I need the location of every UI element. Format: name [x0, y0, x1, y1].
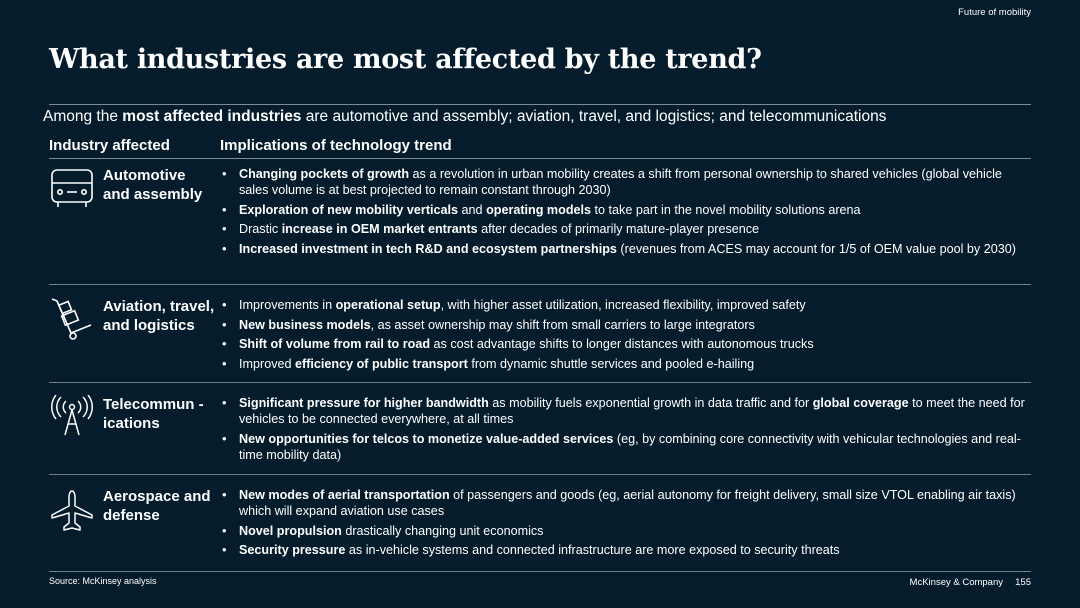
- row-divider: [49, 571, 1031, 572]
- row-divider: [49, 474, 1031, 475]
- subtitle-emphasis: most affected industries: [122, 108, 302, 125]
- column-header-implications: Implications of technology trend: [220, 137, 452, 154]
- implication-bullet: Shift of volume from rail to road as cos…: [220, 336, 1031, 352]
- airplane-icon: [49, 489, 95, 533]
- company-name: McKinsey & Company: [909, 577, 1003, 588]
- subtitle-text-end: are automotive and assembly; aviation, t…: [301, 108, 887, 125]
- implications-list: New modes of aerial transportation of pa…: [220, 487, 1031, 562]
- implications-list: Improvements in operational setup, with …: [220, 297, 1031, 375]
- table-row: Automotive and assembly Changing pockets…: [49, 166, 1031, 278]
- column-header-industry: Industry affected: [49, 137, 170, 154]
- hand-truck-icon: [49, 297, 95, 341]
- subtitle-text: Among the: [43, 108, 123, 125]
- implication-bullet: New modes of aerial transportation of pa…: [220, 487, 1031, 519]
- table-row: Telecommun -ications Significant pressur…: [49, 394, 1031, 467]
- section-tag: Future of mobility: [958, 7, 1031, 18]
- implication-bullet: Significant pressure for higher bandwidt…: [220, 395, 1031, 427]
- implication-bullet: Increased investment in tech R&D and eco…: [220, 241, 1031, 257]
- implication-bullet: Security pressure as in-vehicle systems …: [220, 542, 1031, 558]
- car-icon: [49, 166, 95, 210]
- implication-bullet: New business models, as asset ownership …: [220, 317, 1031, 333]
- implications-list: Significant pressure for higher bandwidt…: [220, 395, 1031, 466]
- subtitle: Among the most affected industries are a…: [43, 108, 886, 126]
- page-title: What industries are most affected by the…: [49, 44, 762, 75]
- row-divider: [49, 382, 1031, 383]
- industry-label: Aerospace and defense: [103, 488, 211, 524]
- implication-bullet: Drastic increase in OEM market entrants …: [220, 221, 1031, 237]
- row-divider: [49, 284, 1031, 285]
- implication-bullet: Improved efficiency of public transport …: [220, 356, 1031, 372]
- implications-list: Changing pockets of growth as a revoluti…: [220, 166, 1031, 260]
- header-divider: [49, 158, 1031, 159]
- industry-label: Aviation, travel, and logistics: [103, 298, 215, 334]
- implication-bullet: Improvements in operational setup, with …: [220, 297, 1031, 313]
- source-note: Source: McKinsey analysis: [49, 576, 157, 586]
- title-divider: [49, 104, 1031, 105]
- antenna-icon: [49, 394, 95, 439]
- table-row: Aerospace and defense New modes of aeria…: [49, 487, 1031, 563]
- industry-label: Telecommun -ications: [103, 396, 204, 432]
- page-number: 155: [1015, 577, 1031, 588]
- table-row: Aviation, travel, and logistics Improvem…: [49, 297, 1031, 377]
- implication-bullet: Changing pockets of growth as a revoluti…: [220, 166, 1031, 198]
- industry-label: Automotive and assembly: [103, 167, 203, 203]
- implication-bullet: Exploration of new mobility verticals an…: [220, 202, 1031, 218]
- implication-bullet: New opportunities for telcos to monetize…: [220, 431, 1031, 463]
- implication-bullet: Novel propulsion drastically changing un…: [220, 523, 1031, 539]
